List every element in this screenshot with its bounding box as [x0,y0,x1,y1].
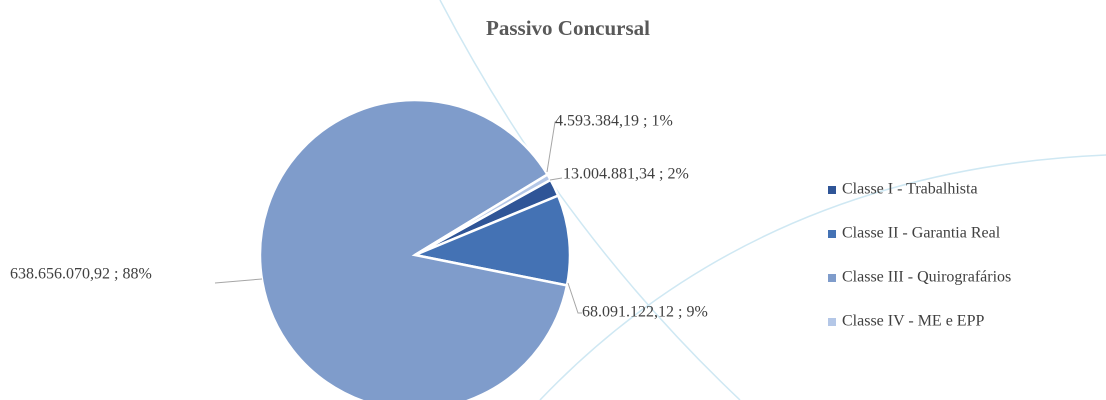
chart-title: Passivo Concursal [486,16,650,40]
data-label: 13.004.881,34 ; 2% [563,166,689,183]
legend-label: Classe II - Garantia Real [842,225,1001,242]
legend-label: Classe III - Quirografários [842,269,1011,286]
leader-line [214,278,263,284]
background-decoration [439,0,1106,400]
data-label: 68.091.122,12 ; 9% [582,304,708,321]
legend-swatch [828,186,836,194]
leader-line [567,282,582,314]
data-label: 638.656.070,92 ; 88% [10,266,152,283]
decor-curve [539,154,1106,400]
leader-line [549,177,563,181]
leader-line [546,121,557,173]
pie-slice [258,98,569,400]
legend-label: Classe I - Trabalhista [842,181,978,198]
legend-label: Classe IV - ME e EPP [842,313,984,330]
decor-curve [439,0,741,400]
legend-swatch [828,230,836,238]
pie-slice [410,193,572,287]
legend-swatch [828,318,836,326]
data-label: 4.593.384,19 ; 1% [555,113,673,130]
legend-swatch [828,274,836,282]
